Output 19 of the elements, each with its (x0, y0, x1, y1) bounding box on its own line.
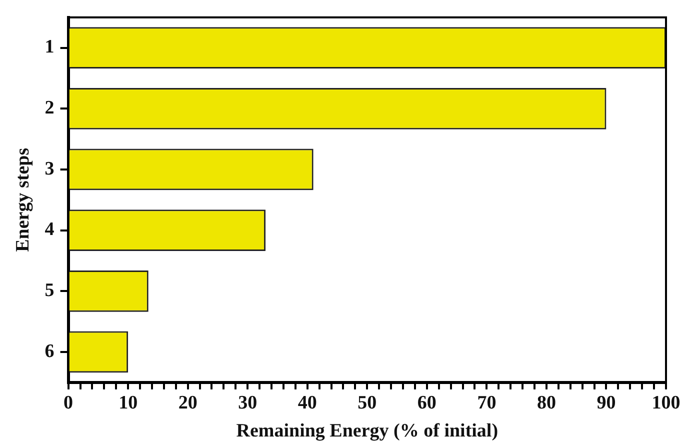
x-axis-title: Remaining Energy (% of initial) (236, 420, 498, 442)
y-tick-label: 2 (44, 98, 54, 119)
x-tick-label: 30 (238, 392, 258, 414)
x-tick-label: 70 (477, 392, 496, 414)
y-tick-label: 3 (44, 158, 54, 180)
y-tick-label: 4 (44, 219, 55, 240)
y-axis-title: Energy steps (12, 148, 34, 252)
x-tick-label: 90 (596, 392, 616, 414)
x-tick-label: 10 (118, 392, 138, 414)
x-tick-label: 60 (417, 392, 436, 414)
x-tick-label: 0 (64, 392, 74, 414)
x-tick-label: 80 (536, 392, 556, 414)
y-tick-label: 1 (44, 36, 54, 58)
x-tick-label: 100 (652, 392, 680, 414)
x-tick-label: 50 (358, 392, 377, 414)
y-tick-label: 6 (44, 340, 54, 362)
x-tick-label: 40 (298, 392, 317, 414)
x-tick-label: 20 (178, 392, 198, 414)
y-tick-label: 5 (44, 280, 54, 302)
